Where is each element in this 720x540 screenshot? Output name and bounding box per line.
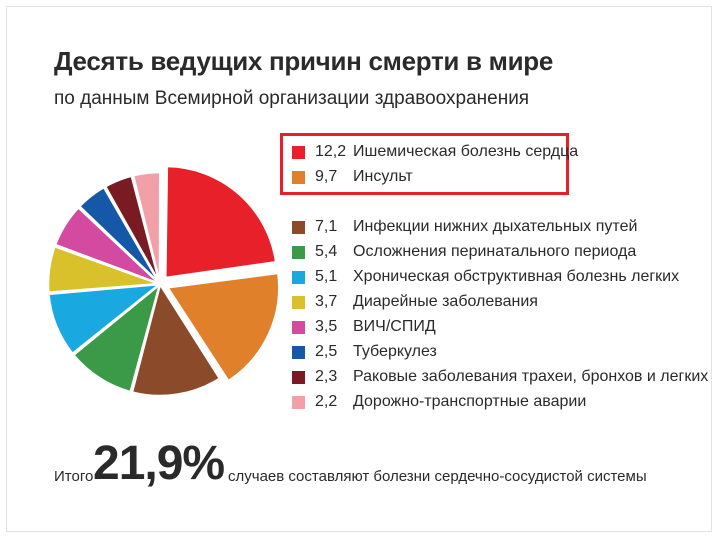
legend-label: Хроническая обструктивная болезнь легких [353,268,680,285]
pie-slice-7 [53,206,162,286]
legend-item: 3,5 ВИЧ/СПИД [292,317,436,337]
chart-subtitle: по данным Всемирной организации здравоох… [54,88,530,109]
legend-swatch [292,370,305,384]
legend-item: 2,2 Дорожно-транспортные аварии [292,392,586,412]
legend-swatch [292,345,305,359]
legend-swatch [292,170,305,184]
pie-slice-4 [72,282,162,394]
legend-label: Осложнения перинатального периода [353,243,637,260]
legend: 12,2 Ишемическая болезнь сердца 9,7 Инсульт… [292,142,708,422]
legend-label: Ишемическая болезнь сердца [353,143,579,160]
legend-value: 3,5 [315,318,338,335]
legend-value: 12,2 [315,143,347,160]
legend-item: 5,1 Хроническая обструктивная болезнь лег… [292,267,679,287]
legend-label: ВИЧ/СПИД [353,318,436,335]
legend-swatch [292,145,305,159]
legend-label: Инфекции нижних дыхательных путей [353,218,638,235]
pie-slice-10 [131,170,162,286]
legend-item: 2,5 Туберкулез [292,342,437,362]
footer-text: случаев составляют болезни сердечно-сосу… [228,468,647,485]
chart-title: Десять ведущих причин смерти в мире [54,46,553,76]
legend-value: 2,5 [315,343,338,360]
legend-label: Дорожно-транспортные аварии [353,393,587,410]
pie-slice-2 [166,271,281,383]
slide-frame [6,6,712,532]
legend-swatch [292,295,305,309]
legend-value: 3,7 [315,293,338,310]
legend-swatch [292,320,305,334]
legend-swatch [292,245,305,259]
pie-slice-8 [78,185,162,286]
pie-slice-9 [103,174,162,286]
legend-value: 9,7 [315,168,338,185]
legend-value: 2,2 [315,393,338,410]
legend-swatch [292,270,305,284]
legend-value: 7,1 [315,218,338,235]
pie-slice-5 [47,282,162,356]
legend-swatch [292,220,305,234]
legend-item: 9,7 Инсульт [292,167,413,187]
legend-item: 7,1 Инфекции нижних дыхательных путей [292,217,637,237]
legend-item: 12,2 Ишемическая болезнь сердца [292,142,578,162]
legend-label: Туберкулез [353,343,437,360]
legend-value: 5,4 [315,243,338,260]
legend-swatch [292,395,305,409]
pie-slice-6 [46,244,162,294]
legend-item: 3,7 Диарейные заболевания [292,292,538,312]
legend-value: 5,1 [315,268,338,285]
footer-prefix: Итого [54,468,94,485]
pie-slice-3 [130,282,222,398]
legend-label: Инсульт [353,168,413,185]
cardiovascular-highlight-box [280,133,569,195]
legend-item: 2,3 Раковые заболевания трахеи, бронхов и… [292,367,708,387]
legend-item: 5,4 Осложнения перинатального периода [292,242,636,262]
footer-total: 21,9% [93,437,225,490]
legend-label: Диарейные заболевания [353,293,538,310]
pie-slice-1 [164,164,278,280]
legend-value: 2,3 [315,368,338,385]
legend-label: Раковые заболевания трахеи, бронхов и ле… [353,368,709,385]
